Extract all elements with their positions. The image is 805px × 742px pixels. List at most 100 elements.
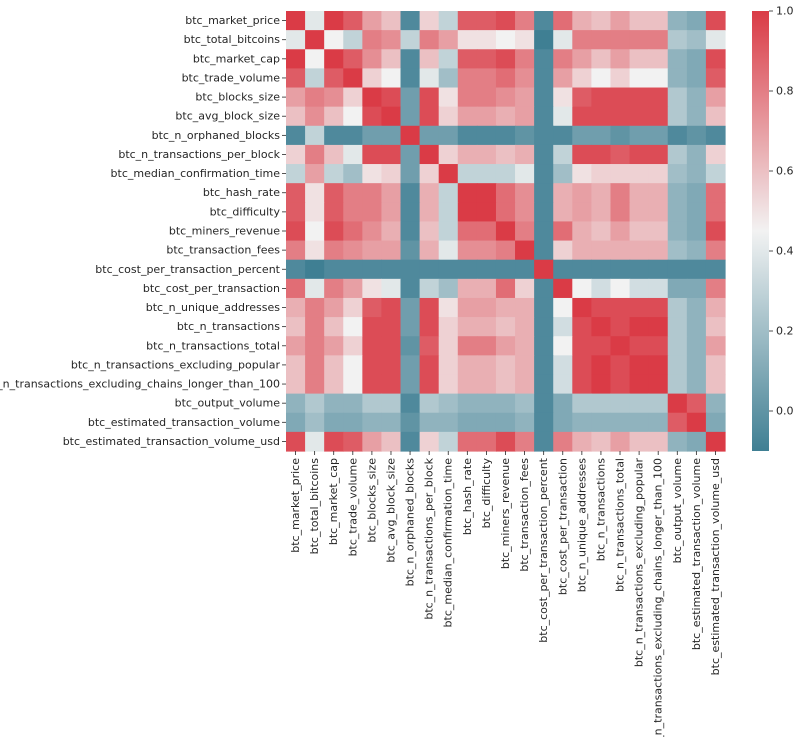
row-label: btc_n_transactions_per_block	[118, 148, 280, 161]
heatmap-cell	[438, 125, 459, 146]
heatmap-cell	[515, 297, 535, 318]
heatmap-cell	[381, 240, 402, 261]
heatmap-cell	[324, 125, 344, 146]
heatmap-cell	[553, 355, 573, 376]
heatmap-cell	[419, 278, 440, 299]
heatmap-cell	[534, 297, 554, 318]
heatmap-cell	[305, 355, 325, 376]
heatmap-cell	[305, 431, 325, 452]
heatmap-cell	[553, 106, 573, 127]
heatmap-cell	[495, 11, 516, 31]
heatmap-cell	[419, 412, 440, 433]
heatmap-cell	[324, 183, 344, 203]
column-label: btc_market_cap	[327, 458, 340, 545]
heatmap-cell	[495, 412, 516, 433]
heatmap-cell	[362, 431, 383, 452]
heatmap-cell	[362, 393, 383, 414]
heatmap-cell	[476, 355, 497, 376]
heatmap-cell	[515, 374, 535, 395]
heatmap-cell	[381, 412, 402, 433]
heatmap-cell	[686, 412, 707, 433]
heatmap-cell	[419, 125, 440, 146]
heatmap-cell	[305, 297, 325, 318]
heatmap-cell	[648, 183, 669, 203]
heatmap-cell	[305, 412, 325, 433]
heatmap-cell	[553, 259, 573, 280]
heatmap-cell	[362, 183, 383, 203]
heatmap-cell	[381, 278, 402, 299]
heatmap-cell	[343, 336, 363, 356]
heatmap-cell	[572, 125, 592, 146]
heatmap-cell	[438, 68, 459, 89]
column-label: btc_n_transactions_excluding_popular	[633, 458, 646, 668]
heatmap-cell	[362, 30, 383, 50]
heatmap-cell	[648, 68, 669, 89]
heatmap-cell	[515, 221, 535, 242]
heatmap-cell	[400, 49, 421, 69]
heatmap-cell	[534, 87, 554, 108]
heatmap-cell	[495, 125, 516, 146]
colorbar-tick-label: 0.6	[776, 165, 794, 178]
heatmap-cell	[686, 202, 707, 223]
heatmap-cell	[515, 240, 535, 261]
heatmap-cell	[534, 106, 554, 127]
heatmap-cell	[610, 412, 631, 433]
heatmap-cell	[305, 374, 325, 395]
colorbar-tick-label: 0.0	[776, 405, 794, 418]
heatmap-cell	[324, 278, 344, 299]
heatmap-cell	[286, 11, 306, 31]
heatmap-cell	[591, 259, 612, 280]
heatmap-cell	[648, 11, 669, 31]
heatmap-cell	[438, 374, 459, 395]
heatmap-cell	[419, 240, 440, 261]
heatmap-cell	[591, 412, 612, 433]
heatmap-cell	[629, 431, 650, 452]
heatmap-cell	[305, 183, 325, 203]
heatmap-cell	[457, 221, 478, 242]
heatmap-cell	[591, 202, 612, 223]
heatmap-cell	[515, 106, 535, 127]
heatmap-cell	[591, 240, 612, 261]
heatmap-cell	[362, 144, 383, 165]
heatmap-cell	[495, 393, 516, 414]
heatmap-cell	[305, 125, 325, 146]
heatmap-cell	[476, 259, 497, 280]
heatmap-cell	[648, 221, 669, 242]
heatmap-cell	[667, 297, 688, 318]
heatmap-cell	[534, 164, 554, 184]
heatmap-cell	[515, 431, 535, 452]
heatmap-cell	[572, 49, 592, 69]
heatmap-cell	[457, 297, 478, 318]
heatmap-cell	[381, 183, 402, 203]
heatmap-cell	[648, 374, 669, 395]
heatmap-cell	[686, 68, 707, 89]
heatmap-cell	[381, 87, 402, 108]
heatmap-cell	[400, 374, 421, 395]
heatmap-cell	[324, 49, 344, 69]
heatmap-cell	[305, 144, 325, 165]
heatmap-cell	[534, 374, 554, 395]
heatmap-cell	[476, 431, 497, 452]
heatmap-cell	[438, 355, 459, 376]
heatmap-cell	[438, 221, 459, 242]
heatmap-cell	[286, 393, 306, 414]
heatmap-cell	[686, 336, 707, 356]
row-label: btc_estimated_transaction_volume	[88, 416, 280, 429]
heatmap-cell	[610, 431, 631, 452]
heatmap-cell	[343, 30, 363, 50]
heatmap-cell	[381, 317, 402, 337]
heatmap-cell	[553, 278, 573, 299]
heatmap-cell	[648, 393, 669, 414]
heatmap-cell	[476, 202, 497, 223]
heatmap-cell	[362, 68, 383, 89]
row-label: btc_n_transactions_excluding_chains_long…	[0, 378, 280, 391]
heatmap-cell	[534, 336, 554, 356]
heatmap-cell	[553, 297, 573, 318]
heatmap-cell	[324, 355, 344, 376]
heatmap-cell	[400, 355, 421, 376]
heatmap-cell	[343, 259, 363, 280]
heatmap-cell	[495, 68, 516, 89]
heatmap-cell	[591, 431, 612, 452]
heatmap-cell	[457, 68, 478, 89]
column-label: btc_estimated_transaction_volume_usd	[709, 458, 722, 675]
